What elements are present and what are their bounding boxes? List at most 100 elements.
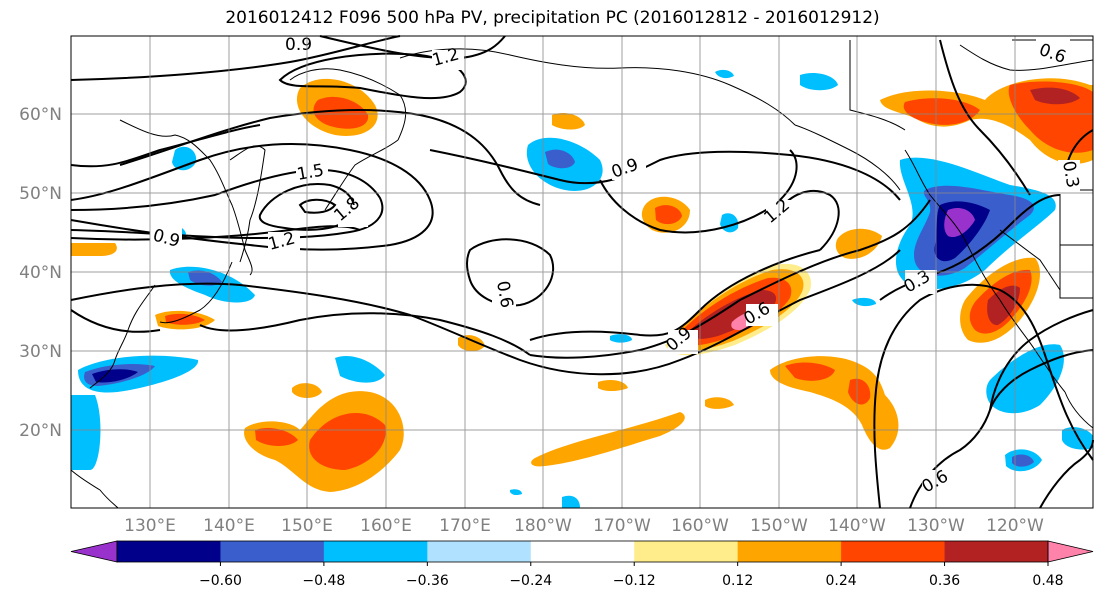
coastline [794,124,901,191]
contour-line [70,124,261,168]
contour-label-bg [492,282,516,316]
contour-line [278,52,467,100]
colorbar-tick-label: −0.12 [613,573,656,589]
longitude-label: 170°E [439,516,491,536]
contour-line [529,199,931,359]
colorbar-tick-label: −0.36 [406,573,449,589]
colorbar-tick-label: 0.12 [722,573,753,589]
contour-line [70,225,361,241]
colorbar [70,540,1094,563]
contour-line [70,309,161,333]
contour-label-bg [284,32,316,52]
coastline [289,68,407,141]
coastline [1064,391,1094,429]
anomaly-region-negative [188,270,222,286]
coastline [70,469,119,509]
contour-label-bg [922,470,956,494]
contour-label-bg [268,232,300,252]
contour-line [298,198,337,214]
colorbar-tick-label: 0.36 [929,573,960,589]
anomaly-region-positive [785,362,835,381]
coastline [159,261,233,324]
latitude-label: 40°N [19,263,62,283]
anomaly-region-positive [165,313,205,325]
coastline [959,44,1094,71]
contour-label-bg [432,50,464,70]
contour-line [466,238,555,307]
colorbar-segment [841,541,946,562]
colorbar-segment [117,541,221,562]
colorbar-segment [737,541,842,562]
anomaly-region-negative [545,149,575,169]
latitude-label: 30°N [19,342,62,362]
colorbar-segment [944,541,1049,562]
colorbar-frame [116,540,1049,563]
anomaly-region-positive [255,428,298,446]
colorbar-tick-labels: −0.60 −0.48 −0.36 −0.24 −0.12 0.12 0.24 0.36 0.4… [199,562,1064,589]
contour-label-bg [1036,38,1070,58]
contour-line [199,312,531,356]
anomaly-region-negative [92,369,138,383]
contour-line [70,168,384,240]
longitude-label: 160°W [671,516,729,536]
contour-label-bg [1058,160,1080,194]
colorbar-tick-label: 0.24 [826,573,857,589]
anomaly-region-positive [705,397,734,409]
coastline [849,40,906,131]
colorbar-extend-high [1047,540,1094,563]
contour-label-bg [746,304,778,326]
colorbar-tick-label: −0.24 [509,573,552,589]
longitude-labels: 130°E 140°E 150°E 160°E 170°E 180°W 170°W 160°W… [124,516,1044,536]
longitude-label: 150°W [750,516,808,536]
colorbar-tick-label: −0.48 [302,573,345,589]
map-frame [70,35,1094,509]
colorbar-tick-label: 0.48 [1032,573,1063,589]
longitude-label: 180°W [514,516,572,536]
anomaly-region-positive [835,228,882,259]
coastline [999,229,1061,291]
precipitation-shading [71,69,1093,508]
colorbar-extend-low [70,540,118,563]
contour-line [529,249,821,341]
contour-label-bg [668,330,698,354]
anomaly-region-negative [1012,454,1034,467]
contour-line [70,143,434,251]
anomaly-region-negative [715,69,734,79]
contour-label-bg [766,200,800,226]
anomaly-region-negative [610,334,632,343]
colorbar-segment [427,541,532,562]
contour-label-bg [296,162,328,182]
anomaly-region-positive [848,378,871,405]
coastline [89,284,156,389]
anomaly-region-positive [313,96,369,129]
contour-label: 0.6 [492,279,516,309]
anomaly-region-negative [986,344,1064,414]
latitude-label: 50°N [19,184,62,204]
longitude-label: 120°W [986,516,1044,536]
contour-line [989,309,1094,411]
contour-line [1039,439,1094,509]
latitude-labels: 60°N 50°N 40°N 30°N 20°N [19,105,62,441]
contour-line [70,249,901,376]
anomaly-region-positive [689,290,777,339]
contour-label-bg [338,205,368,227]
longitude-label: 130°E [124,516,176,536]
anomaly-region-positive [71,243,117,256]
contour-line [779,190,840,251]
anomaly-region-positive [655,205,682,225]
colorbar-segment [530,541,635,562]
anomaly-region-negative [510,489,522,496]
coastline [904,149,1066,393]
contour-label: 0.3 [1058,159,1082,189]
anomaly-region-positive [309,413,386,470]
longitude-label: 130°W [907,516,965,536]
coastline [399,48,796,126]
anomaly-region-positive [903,98,980,125]
anomaly-region-positive [598,380,628,391]
colorbar-segment [220,541,325,562]
anomaly-region-positive [531,412,685,467]
anomaly-region-negative [71,395,101,470]
anomaly-region-negative [800,73,838,91]
chart-title: 2016012412 F096 500 hPa PV, precipitatio… [225,8,880,28]
